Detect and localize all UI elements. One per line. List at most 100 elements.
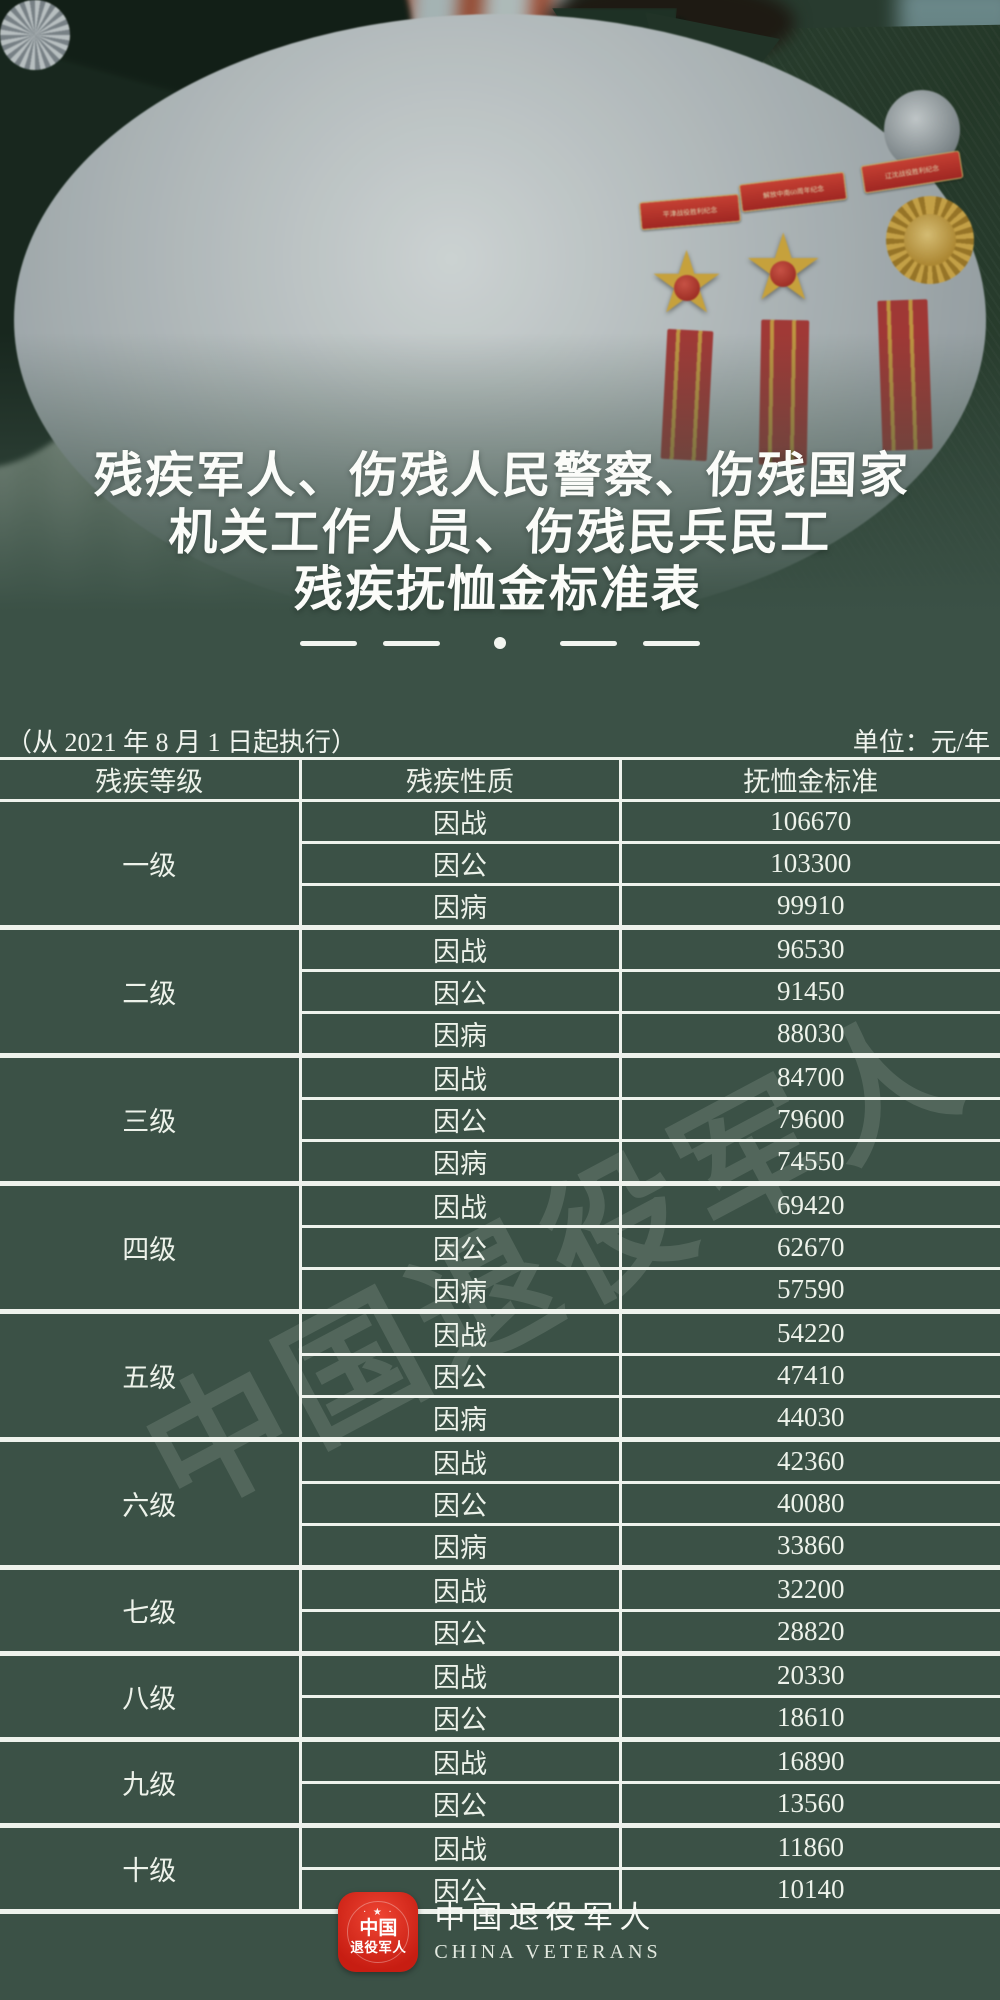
- amount-cell: 47410: [620, 1354, 1000, 1398]
- table-row: 因公 79600: [0, 1098, 1000, 1142]
- badge-line-2: 退役军人: [350, 1940, 407, 1955]
- nature-cell: 因公: [300, 842, 622, 886]
- table-row: 因公 18610: [0, 1696, 1000, 1742]
- table-row: 因病 44030: [0, 1396, 1000, 1442]
- amount-cell: 28820: [620, 1610, 1000, 1656]
- level-cell: 十级: [0, 1825, 302, 1914]
- nature-cell: 因战: [300, 1567, 622, 1612]
- amount-cell: 103300: [620, 842, 1000, 886]
- table-header-row: 残疾等级 残疾性质 抚恤金标准: [0, 757, 1000, 802]
- table-row: 因公 47410: [0, 1354, 1000, 1398]
- amount-cell: 69420: [620, 1183, 1000, 1228]
- hero-photo: 平津战役胜利纪念 解放中南60周年纪念 辽沈战役胜利纪念 ★ ★: [0, 0, 1000, 640]
- amount-cell: 54220: [620, 1311, 1000, 1356]
- table-row: 十级 因战 11860: [0, 1825, 1000, 1914]
- divider-dash: [560, 640, 617, 646]
- level-cell: 九级: [0, 1739, 302, 1828]
- nature-cell: 因战: [300, 927, 622, 972]
- footer-name-en: CHINA VETERANS: [434, 1940, 662, 1963]
- table-row: 因病 99910: [0, 884, 1000, 930]
- table-row: 八级 因战 20330: [0, 1653, 1000, 1742]
- amount-cell: 91450: [620, 970, 1000, 1014]
- amount-cell: 20330: [620, 1653, 1000, 1698]
- nature-cell: 因战: [300, 1183, 622, 1228]
- table-row: 因病 74550: [0, 1140, 1000, 1186]
- nature-cell: 因战: [300, 1653, 622, 1698]
- nature-cell: 因公: [300, 1098, 622, 1142]
- amount-cell: 40080: [620, 1482, 1000, 1526]
- divider-dash: [300, 640, 357, 646]
- footer-name-cn: 中国退役军人: [434, 1899, 657, 1935]
- title-line-1: 残疾军人、伤残人民警察、伤残国家: [93, 449, 911, 503]
- page-title: 残疾军人、伤残人民警察、伤残国家 机关工作人员、伤残民兵民工 残疾抚恤金标准表: [0, 448, 1000, 619]
- table-row: 因公 103300: [0, 842, 1000, 886]
- table-row: 七级 因战 32200: [0, 1567, 1000, 1656]
- header-level: 残疾等级: [0, 757, 302, 802]
- nature-cell: 因战: [300, 1739, 622, 1784]
- nature-cell: 因公: [300, 1226, 622, 1270]
- level-cell: 四级: [0, 1183, 302, 1314]
- table-row: 因公 40080: [0, 1482, 1000, 1526]
- nature-cell: 因病: [300, 1524, 622, 1570]
- amount-cell: 62670: [620, 1226, 1000, 1270]
- table-row: 一级 因战 106670: [0, 800, 1000, 930]
- badge-line-1: 中国: [359, 1918, 398, 1939]
- amount-cell: 42360: [620, 1439, 1000, 1484]
- nature-cell: 因战: [300, 800, 622, 844]
- china-veterans-app-icon: · ★ · 中国 退役军人: [338, 1892, 419, 1972]
- amount-cell: 32200: [620, 1567, 1000, 1612]
- divider-dash: [643, 640, 700, 646]
- amount-cell: 96530: [620, 927, 1000, 972]
- header-amount: 抚恤金标准: [620, 757, 1000, 802]
- nature-cell: 因公: [300, 1782, 622, 1828]
- nature-cell: 因公: [300, 1868, 622, 1914]
- table-row: 四级 因战 69420: [0, 1183, 1000, 1314]
- photo-fade-overlay: [0, 0, 1000, 640]
- divider-dash: [383, 640, 440, 646]
- level-cell: 五级: [0, 1311, 302, 1442]
- table-row: 六级 因战 42360: [0, 1439, 1000, 1570]
- nature-cell: 因公: [300, 1696, 622, 1742]
- amount-cell: 11860: [620, 1825, 1000, 1870]
- nature-cell: 因公: [300, 1482, 622, 1526]
- amount-cell: 33860: [620, 1524, 1000, 1570]
- level-cell: 八级: [0, 1653, 302, 1742]
- footer-text: 中国退役军人 CHINA VETERANS: [434, 1900, 661, 1965]
- title-divider: [0, 637, 1000, 649]
- meta-row: （从 2021 年 8 月 1 日起执行） 单位：元/年: [0, 722, 1000, 759]
- nature-cell: 因病: [300, 1268, 622, 1314]
- level-cell: 七级: [0, 1567, 302, 1656]
- amount-cell: 79600: [620, 1098, 1000, 1142]
- nature-cell: 因战: [300, 1439, 622, 1484]
- nature-cell: 因病: [300, 1396, 622, 1442]
- nature-cell: 因战: [300, 1055, 622, 1100]
- nature-cell: 因病: [300, 1012, 622, 1058]
- pension-table: 残疾等级 残疾性质 抚恤金标准 一级 因战 106670 因公 103300 因病 9991…: [0, 757, 1000, 1914]
- table-row: 因公 62670: [0, 1226, 1000, 1270]
- level-cell: 二级: [0, 927, 302, 1058]
- table-row: 因公 10140: [0, 1868, 1000, 1914]
- nature-cell: 因战: [300, 1825, 622, 1870]
- table-row: 因公 13560: [0, 1782, 1000, 1828]
- unit-label: 单位：元/年: [852, 728, 990, 757]
- amount-cell: 99910: [620, 884, 1000, 930]
- footer-brand: · ★ · 中国 退役军人 中国退役军人 CHINA VETERANS: [0, 1892, 1000, 1972]
- amount-cell: 57590: [620, 1268, 1000, 1314]
- amount-cell: 18610: [620, 1696, 1000, 1742]
- amount-cell: 84700: [620, 1055, 1000, 1100]
- table-row: 二级 因战 96530: [0, 927, 1000, 1058]
- nature-cell: 因公: [300, 1354, 622, 1398]
- table-row: 因病 57590: [0, 1268, 1000, 1314]
- table-row: 因公 28820: [0, 1610, 1000, 1656]
- table-row: 因病 33860: [0, 1524, 1000, 1570]
- nature-cell: 因公: [300, 970, 622, 1014]
- amount-cell: 106670: [620, 800, 1000, 844]
- table-row: 九级 因战 16890: [0, 1739, 1000, 1828]
- table-row: 三级 因战 84700: [0, 1055, 1000, 1186]
- table-row: 五级 因战 54220: [0, 1311, 1000, 1442]
- amount-cell: 10140: [620, 1868, 1000, 1914]
- nature-cell: 因战: [300, 1311, 622, 1356]
- divider-dot: [494, 637, 506, 649]
- title-line-2: 机关工作人员、伤残民兵民工: [167, 506, 833, 560]
